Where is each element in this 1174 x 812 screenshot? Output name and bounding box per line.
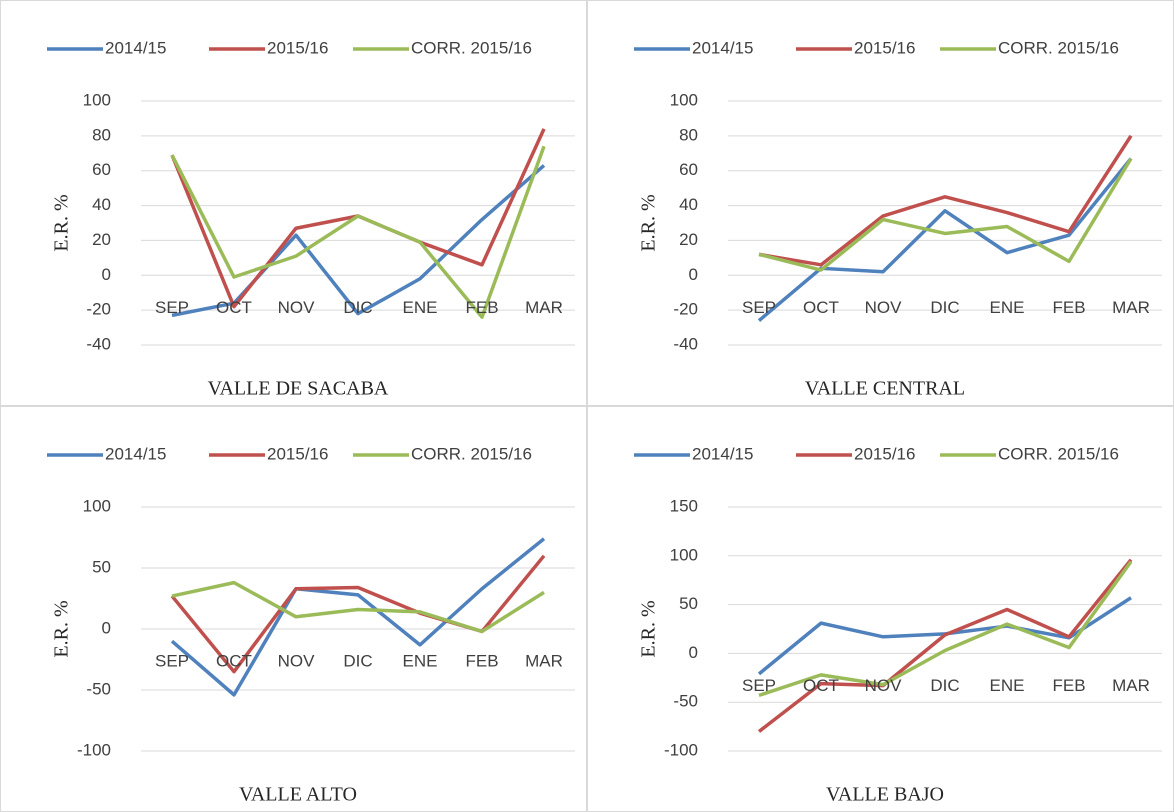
y-tick-label: 20 bbox=[679, 230, 698, 249]
y-tick-label: 100 bbox=[83, 90, 111, 109]
chart-panel: -40 -20 0 20 40 60 80 100 SEP OCT NOV DIC ENE FEB MAR E… bbox=[0, 0, 587, 406]
y-tick-label: -20 bbox=[673, 300, 698, 319]
chart-panel: -100 -50 0 50 100 SEP OCT NOV DIC ENE FEB MAR E.R. %… bbox=[0, 406, 587, 812]
x-tick-label: MAR bbox=[1112, 298, 1150, 317]
legend-label: CORR. 2015/16 bbox=[411, 38, 532, 57]
series-line bbox=[171, 580, 545, 634]
y-tick-label: 100 bbox=[670, 90, 698, 109]
legend-label: 2015/16 bbox=[267, 38, 328, 57]
x-tick-label: NOV bbox=[278, 651, 316, 670]
y-tick-label: 0 bbox=[102, 265, 111, 284]
y-tick-label: -50 bbox=[673, 692, 698, 711]
x-tick-label: DIC bbox=[343, 298, 372, 317]
y-tick-label: 50 bbox=[92, 557, 111, 576]
chart-panel: -40 -20 0 20 40 60 80 100 SEP OCT NOV DIC ENE FEB MAR E… bbox=[587, 0, 1174, 406]
y-axis-label: E.R. % bbox=[638, 194, 660, 251]
x-tick-label: NOV bbox=[865, 298, 903, 317]
legend-label: 2014/15 bbox=[692, 38, 753, 57]
legend-label: 2015/16 bbox=[854, 444, 915, 463]
y-tick-label: 100 bbox=[670, 545, 698, 564]
y-tick-label: -40 bbox=[86, 334, 111, 353]
x-tick-label: FEB bbox=[465, 651, 498, 670]
x-tick-label: OCT bbox=[803, 676, 839, 695]
x-tick-label: SEP bbox=[742, 298, 776, 317]
y-axis-label: E.R. % bbox=[51, 194, 73, 251]
y-tick-label: 80 bbox=[92, 125, 111, 144]
x-tick-label: OCT bbox=[216, 651, 252, 670]
x-tick-label: SEP bbox=[742, 676, 776, 695]
x-tick-label: ENE bbox=[990, 298, 1025, 317]
y-tick-label: -20 bbox=[86, 300, 111, 319]
legend-label: CORR. 2015/16 bbox=[998, 38, 1119, 57]
x-tick-label: ENE bbox=[990, 676, 1025, 695]
x-tick-label: FEB bbox=[465, 298, 498, 317]
y-tick-label: 0 bbox=[689, 643, 698, 662]
y-tick-label: 40 bbox=[92, 195, 111, 214]
chart-title: VALLE BAJO bbox=[826, 784, 944, 806]
y-tick-label: -50 bbox=[86, 679, 111, 698]
y-tick-label: -40 bbox=[673, 334, 698, 353]
y-tick-label: 0 bbox=[102, 618, 111, 637]
x-tick-label: MAR bbox=[1112, 676, 1150, 695]
series-line bbox=[758, 134, 1133, 267]
y-tick-label: 60 bbox=[92, 160, 111, 179]
legend-label: CORR. 2015/16 bbox=[998, 444, 1119, 463]
x-tick-label: ENE bbox=[403, 651, 438, 670]
y-tick-label: 50 bbox=[679, 594, 698, 613]
legend-label: 2015/16 bbox=[267, 444, 328, 463]
x-tick-label: DIC bbox=[930, 298, 959, 317]
series-line bbox=[757, 157, 1133, 322]
x-tick-label: NOV bbox=[278, 298, 316, 317]
legend-label: 2015/16 bbox=[854, 38, 915, 57]
y-tick-label: 20 bbox=[92, 230, 111, 249]
chart-title: VALLE ALTO bbox=[239, 784, 357, 806]
y-tick-label: -100 bbox=[664, 740, 698, 759]
legend-label: CORR. 2015/16 bbox=[411, 444, 532, 463]
x-tick-label: OCT bbox=[216, 298, 252, 317]
chart-panel: -100 -50 0 50 100 150 SEP OCT NOV DIC ENE FEB MAR E.R… bbox=[587, 406, 1174, 812]
x-tick-label: SEP bbox=[155, 298, 189, 317]
y-tick-label: 0 bbox=[689, 265, 698, 284]
chart-title: VALLE DE SACABA bbox=[208, 378, 389, 400]
x-tick-label: ENE bbox=[403, 298, 438, 317]
series-line bbox=[758, 560, 1133, 698]
x-tick-label: FEB bbox=[1052, 298, 1085, 317]
x-tick-label: DIC bbox=[343, 651, 372, 670]
x-tick-label: FEB bbox=[1052, 676, 1085, 695]
legend-label: 2014/15 bbox=[105, 444, 166, 463]
series-line bbox=[757, 558, 1133, 733]
y-axis-label: E.R. % bbox=[638, 600, 660, 657]
y-tick-label: 150 bbox=[670, 496, 698, 515]
x-tick-label: DIC bbox=[930, 676, 959, 695]
chart-title: VALLE CENTRAL bbox=[805, 378, 965, 400]
series-line bbox=[170, 537, 546, 697]
y-tick-label: 60 bbox=[679, 160, 698, 179]
series-line bbox=[758, 157, 1133, 272]
y-axis-label: E.R. % bbox=[51, 600, 73, 657]
series-line bbox=[170, 145, 546, 319]
x-tick-label: MAR bbox=[525, 298, 563, 317]
y-tick-label: 100 bbox=[83, 496, 111, 515]
y-tick-label: 40 bbox=[679, 195, 698, 214]
x-tick-label: MAR bbox=[525, 651, 563, 670]
x-tick-label: SEP bbox=[155, 651, 189, 670]
x-tick-label: OCT bbox=[803, 298, 839, 317]
legend-label: 2014/15 bbox=[105, 38, 166, 57]
legend-label: 2014/15 bbox=[692, 444, 753, 463]
y-tick-label: 80 bbox=[679, 125, 698, 144]
y-tick-label: -100 bbox=[77, 740, 111, 759]
x-tick-label: NOV bbox=[865, 676, 903, 695]
